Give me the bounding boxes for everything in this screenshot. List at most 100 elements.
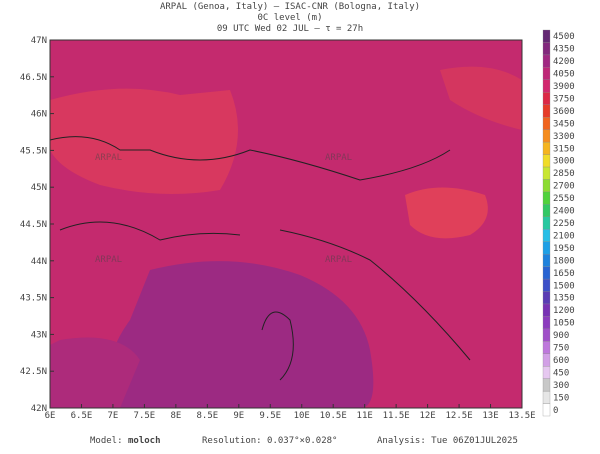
colorbar-swatch: [542, 67, 551, 80]
colorbar-swatch: [542, 166, 551, 180]
colorbar-label: 3600: [553, 107, 575, 117]
colorbar-swatch: [542, 229, 551, 242]
lon-tick-label: 9E: [233, 411, 244, 421]
colorbar-label: 450: [553, 368, 569, 378]
lat-tick-label: 42.5N: [20, 367, 47, 377]
lon-tick-label: 9.5E: [259, 411, 281, 421]
colorbar-swatch: [542, 366, 551, 379]
watermark: ARPAL: [325, 255, 352, 265]
colorbar-label: 2250: [553, 219, 575, 229]
colorbar-label: 4050: [553, 70, 575, 80]
colorbar-label: 1950: [553, 244, 575, 254]
lon-tick-label: 10.5E: [320, 411, 347, 421]
colorbar-swatch: [542, 216, 551, 230]
colorbar-swatch: [542, 303, 551, 317]
lat-tick-label: 45N: [31, 183, 47, 193]
lat-tick-label: 43.5N: [20, 294, 47, 304]
footer-model: moloch: [128, 436, 161, 446]
colorbar-label: 3750: [553, 94, 575, 104]
colorbar-swatch: [542, 191, 551, 205]
cool-region: [50, 337, 140, 408]
lon-tick-label: 13E: [482, 411, 498, 421]
lat-tick-label: 46.5N: [20, 73, 47, 83]
lon-tick-label: 6E: [45, 411, 56, 421]
colorbar-label: 750: [553, 344, 569, 354]
colorbar-label: 3150: [553, 144, 575, 154]
colorbar-swatch: [542, 104, 551, 118]
lat-tick-label: 46N: [31, 110, 47, 120]
colorbar-label: 3900: [553, 82, 575, 92]
colorbar-label: 600: [553, 356, 569, 366]
lat-tick-label: 44N: [31, 257, 47, 267]
colorbar-label: 150: [553, 393, 569, 403]
lon-tick-label: 7.5E: [134, 411, 156, 421]
colorbar-swatch: [542, 266, 551, 280]
colorbar-label: 3300: [553, 132, 575, 142]
lon-tick-label: 13.5E: [508, 411, 535, 421]
colorbar-swatch: [542, 241, 551, 255]
colorbar-label: 1650: [553, 269, 575, 279]
watermark: ARPAL: [325, 153, 352, 163]
colorbar-label: 3000: [553, 157, 575, 167]
colorbar-label: 2100: [553, 231, 575, 241]
watermark: ARPAL: [95, 255, 122, 265]
warm-region: [405, 187, 488, 239]
colorbar-label: 2550: [553, 194, 575, 204]
colorbar-label: 1800: [553, 256, 575, 266]
header-line: 0C level (m): [257, 13, 322, 23]
coastline: [49, 136, 471, 381]
colorbar-swatch: [542, 278, 551, 292]
lat-tick-label: 47N: [31, 36, 47, 46]
colorbar-swatch: [542, 390, 551, 404]
colorbar-swatch: [542, 204, 551, 217]
colorbar-swatch: [542, 341, 551, 354]
colorbar-swatch: [542, 403, 551, 417]
colorbar-swatch: [542, 328, 551, 342]
footer-analysis: Analysis: Tue 06Z01JUL2025: [377, 436, 518, 446]
map: [49, 39, 523, 409]
colorbar-label: 4500: [553, 32, 575, 42]
colorbar-label: 900: [553, 331, 569, 341]
colorbar-swatch: [542, 54, 551, 68]
colorbar-swatch: [542, 316, 551, 329]
lon-tick-label: 11.5E: [383, 411, 410, 421]
lon-tick-label: 6.5E: [71, 411, 93, 421]
colorbar-swatch: [542, 92, 551, 105]
colorbar-swatch: [542, 117, 551, 130]
lon-tick-label: 11E: [357, 411, 373, 421]
footer-model-label: Model:: [90, 436, 123, 446]
lon-tick-label: 10E: [294, 411, 310, 421]
colorbar-swatch: [542, 378, 551, 392]
colorbar-swatch: [542, 29, 551, 43]
warm-region: [50, 88, 238, 194]
lon-tick-label: 12E: [419, 411, 435, 421]
colorbar-label: 1500: [553, 281, 575, 291]
colorbar-swatch: [542, 253, 551, 267]
colorbar-swatch: [542, 42, 551, 56]
cool-region: [107, 261, 374, 408]
colorbar-label: 3450: [553, 119, 575, 129]
warm-region: [440, 66, 522, 130]
colorbar-label: 1200: [553, 306, 575, 316]
colorbar-swatch: [542, 179, 551, 193]
colorbar-swatch: [542, 353, 551, 367]
header-line: ARPAL (Genoa, Italy) – ISAC-CNR (Bologna…: [160, 2, 420, 12]
lat-tick-label: 42N: [31, 404, 47, 414]
colorbar-label: 4200: [553, 57, 575, 67]
colorbar-swatch: [542, 141, 551, 155]
lat-tick-label: 44.5N: [20, 220, 47, 230]
colorbar-label: 0: [553, 406, 558, 416]
watermark: ARPAL: [95, 153, 122, 163]
colorbar-label: 300: [553, 381, 569, 391]
lon-tick-label: 7E: [108, 411, 119, 421]
lon-tick-label: 12.5E: [446, 411, 473, 421]
colorbar-label: 2850: [553, 169, 575, 179]
colorbar-label: 2700: [553, 182, 575, 192]
colorbar-swatch: [542, 79, 551, 93]
colorbar-label: 2400: [553, 207, 575, 217]
lat-tick-label: 43N: [31, 330, 47, 340]
colorbar-swatch: [542, 154, 551, 168]
lon-tick-label: 8E: [170, 411, 181, 421]
lat-tick-label: 45.5N: [20, 146, 47, 156]
